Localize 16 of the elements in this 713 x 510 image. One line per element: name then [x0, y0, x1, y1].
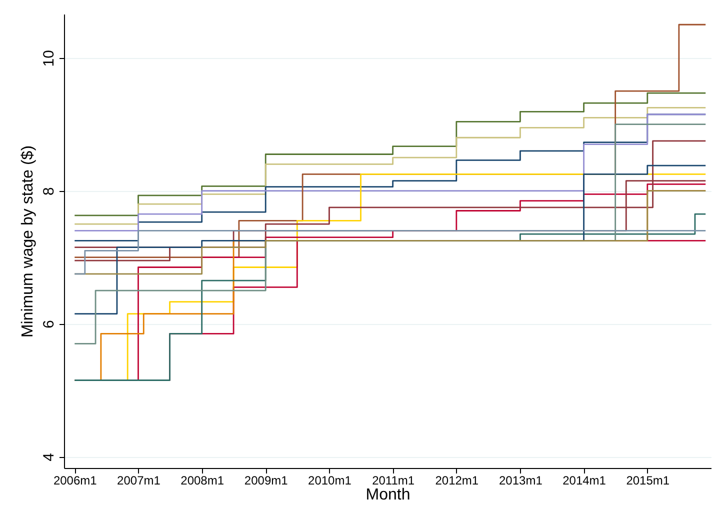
x-tick-label: 2014m1	[562, 474, 606, 488]
x-tick-label: 2013m1	[499, 474, 543, 488]
x-tick-label: 2010m1	[308, 474, 352, 488]
x-tick-label: 2012m1	[435, 474, 479, 488]
x-axis-title: Month	[366, 486, 410, 504]
x-tick-label: 2007m1	[117, 474, 161, 488]
x-tick-label: 2008m1	[180, 474, 224, 488]
y-tick-label: 8	[40, 187, 58, 196]
y-tick-label: 6	[40, 320, 58, 328]
x-tick-label: 2006m1	[53, 474, 98, 488]
x-tick-label: 2009m1	[244, 474, 288, 488]
y-axis-title: Minimum wage by state ($)	[20, 145, 36, 338]
x-tick-label: 2011m1	[372, 474, 415, 488]
x-tick-label: 2015m1	[626, 474, 670, 488]
y-tick-label: 10	[40, 50, 58, 67]
y-tick-label: 4	[40, 453, 58, 462]
